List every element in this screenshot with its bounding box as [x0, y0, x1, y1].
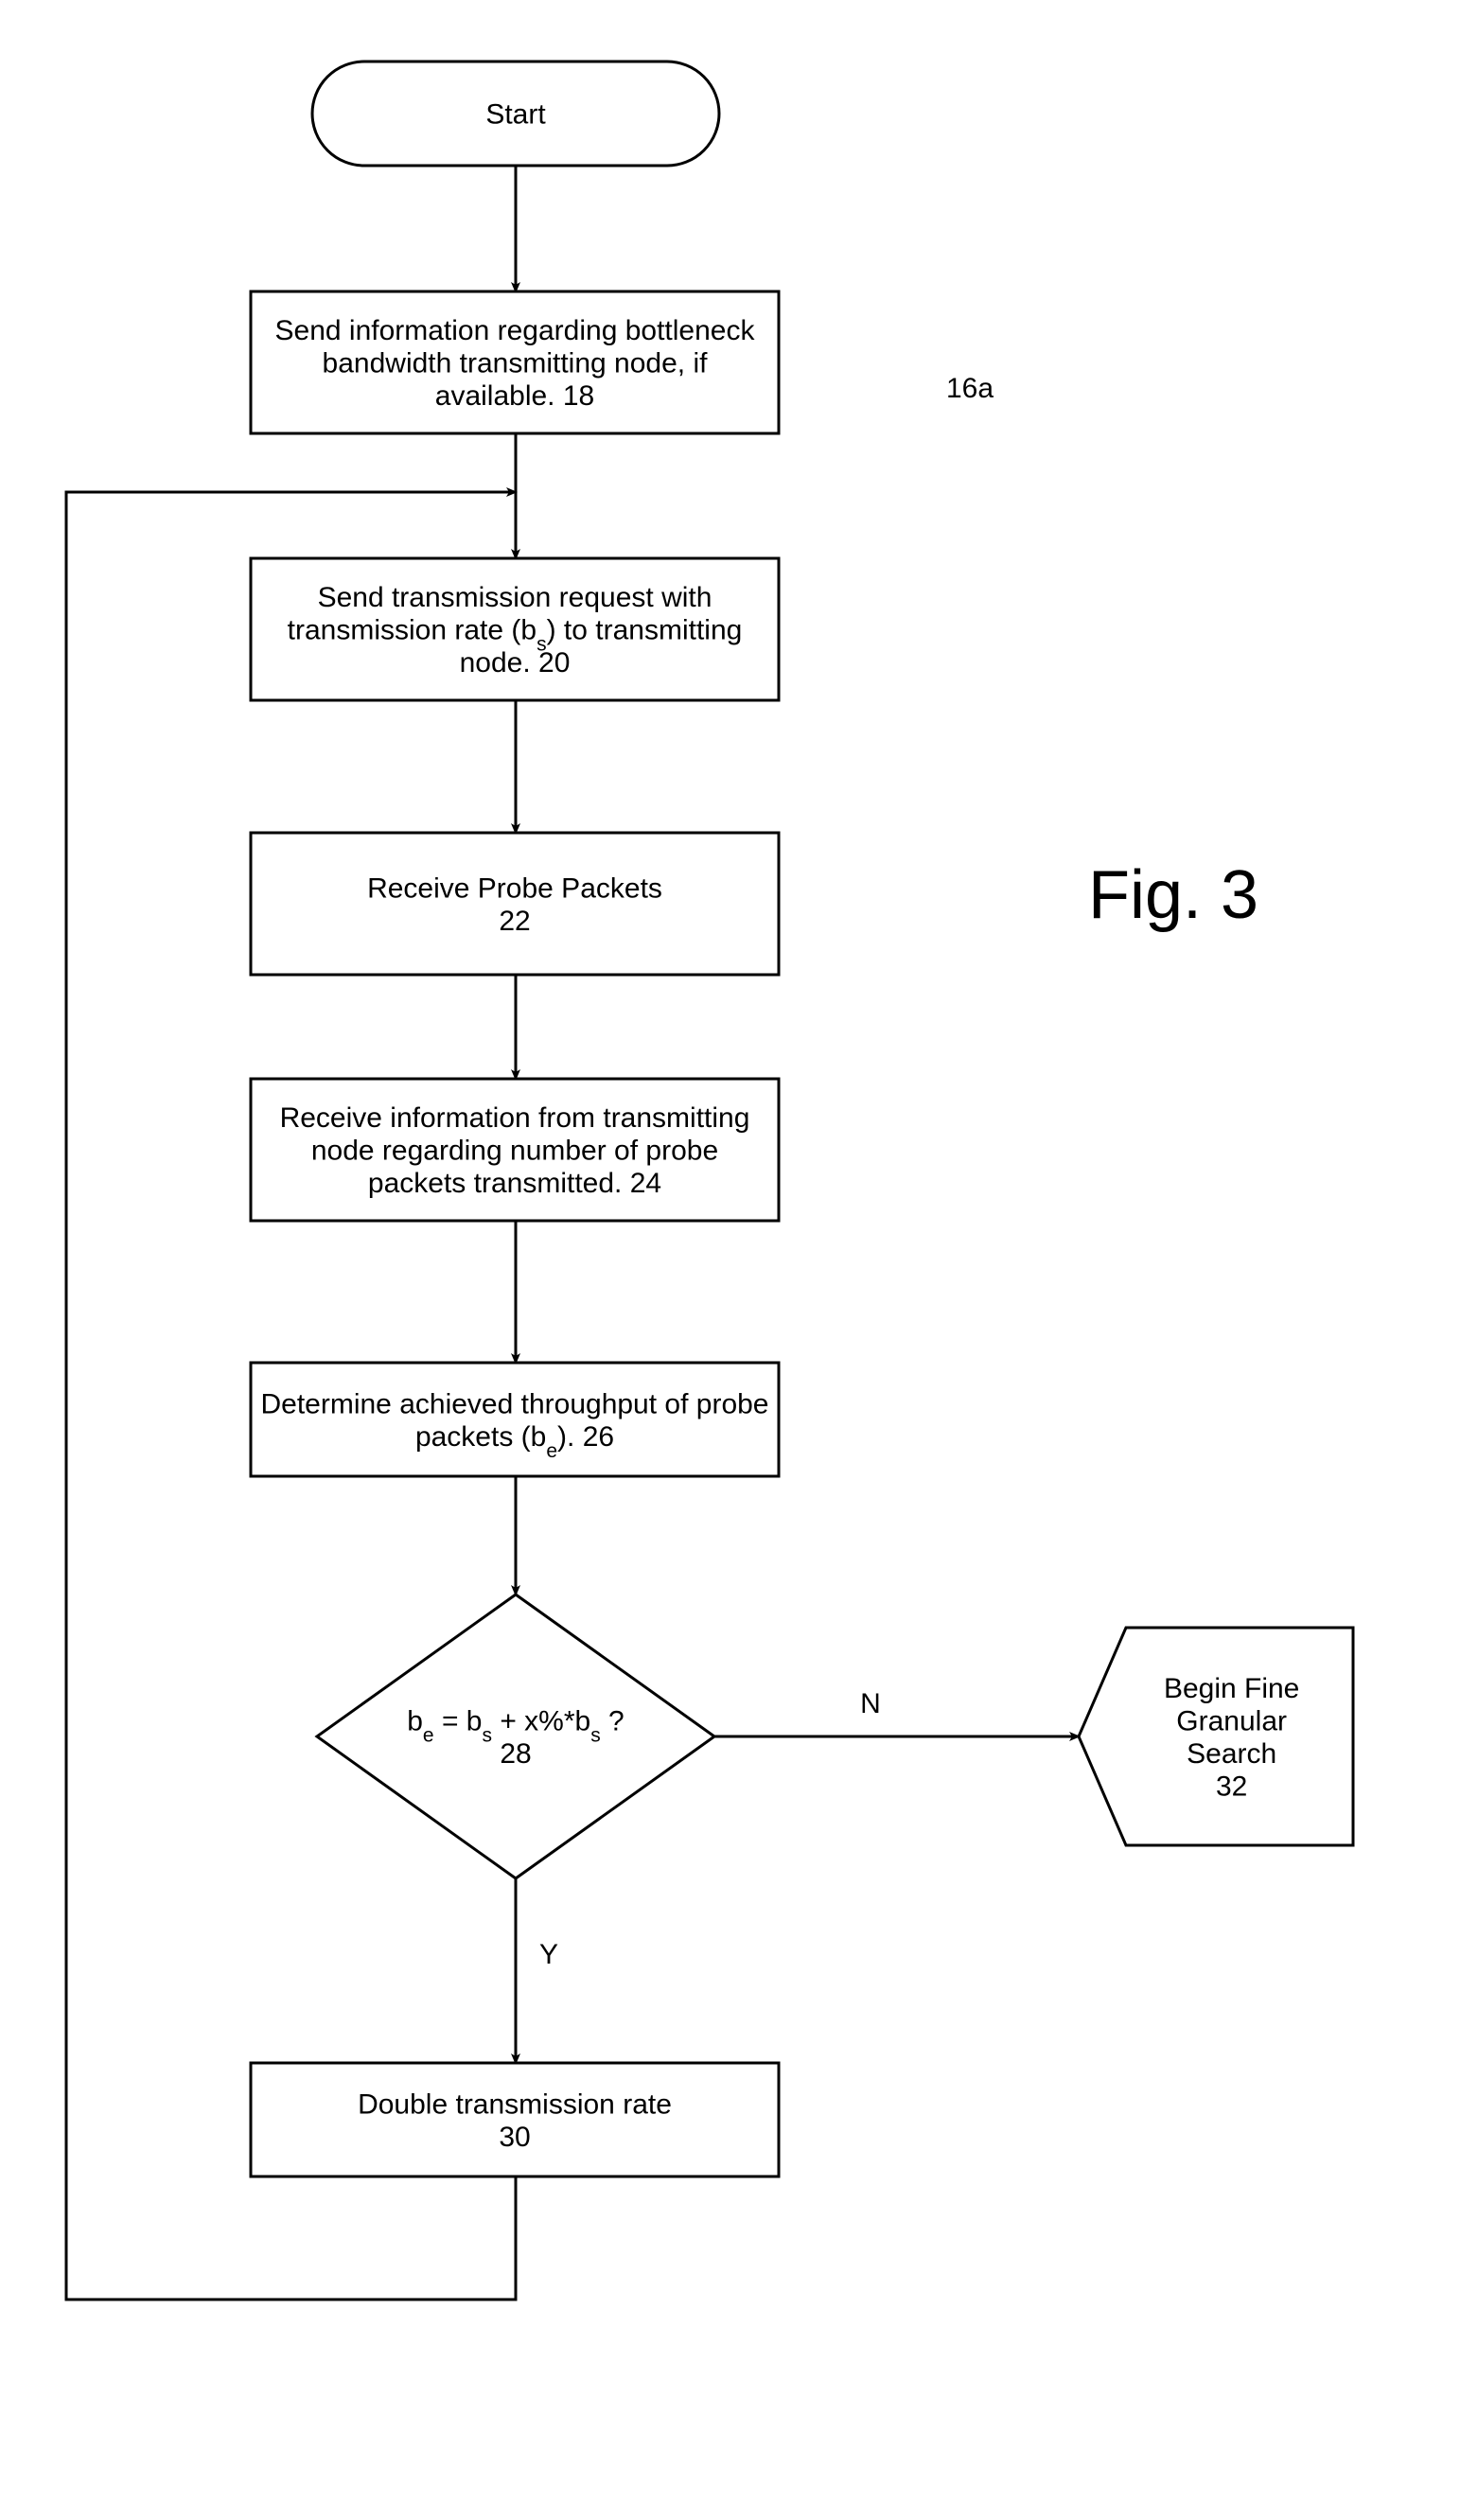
process-n18: Send information regarding bottleneckban…	[251, 291, 779, 433]
svg-text:Receive information from trans: Receive information from transmitting	[280, 1102, 750, 1134]
ref-label-0: 16a	[946, 373, 994, 404]
svg-text:node. 20: node. 20	[460, 647, 571, 678]
process-n24: Receive information from transmittingnod…	[251, 1079, 779, 1221]
svg-text:node regarding number of probe: node regarding number of probe	[311, 1136, 718, 1167]
svg-text:available. 18: available. 18	[435, 380, 594, 412]
svg-text:Determine achieved throughput: Determine achieved throughput of probe	[260, 1388, 768, 1419]
svg-text:32: 32	[1216, 1771, 1247, 1802]
edge-label-N: N	[860, 1688, 881, 1719]
svg-text:Double transmission rate: Double transmission rate	[358, 2088, 672, 2120]
svg-text:Begin Fine: Begin Fine	[1164, 1673, 1299, 1704]
process-n30: Double transmission rate30	[251, 2063, 779, 2176]
process-n22: Receive Probe Packets22	[251, 833, 779, 975]
svg-text:Send transmission request with: Send transmission request with	[318, 582, 712, 613]
process-n20: Send transmission request withtransmissi…	[251, 558, 779, 700]
svg-text:packets transmitted. 24: packets transmitted. 24	[368, 1168, 661, 1199]
process-n26: Determine achieved throughput of probepa…	[251, 1363, 779, 1476]
decision-n28: be = bs + x%*bs ?28	[317, 1595, 714, 1878]
svg-text:Search: Search	[1187, 1738, 1276, 1770]
offpage-n32: Begin FineGranularSearch32	[1079, 1628, 1353, 1845]
svg-text:30: 30	[499, 2122, 530, 2153]
svg-text:Start: Start	[485, 99, 546, 131]
svg-text:Granular: Granular	[1176, 1705, 1287, 1736]
edges-layer	[66, 166, 1079, 2300]
svg-text:bandwidth transmitting node, i: bandwidth transmitting node, if	[323, 348, 709, 379]
svg-text:Send information regarding bot: Send information regarding bottleneck	[275, 315, 756, 346]
figure-label: Fig. 3	[1088, 857, 1258, 933]
terminator-start: Start	[312, 62, 719, 166]
nodes-layer: Start Send information regarding bottlene…	[251, 62, 1353, 2176]
edge-label-Y: Y	[539, 1939, 558, 1970]
svg-text:22: 22	[499, 906, 530, 937]
svg-text:28: 28	[500, 1738, 531, 1770]
svg-text:Receive Probe Packets: Receive Probe Packets	[367, 872, 662, 904]
